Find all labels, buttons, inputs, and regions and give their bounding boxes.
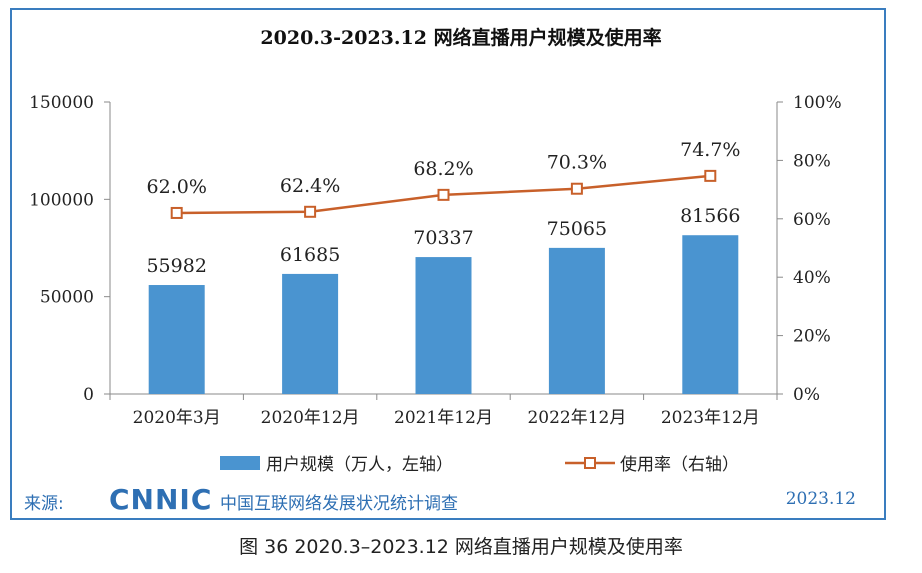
chart-legend: 用户规模（万人，左轴） 使用率（右轴） bbox=[220, 454, 739, 475]
right-tick-label: 0% bbox=[793, 385, 820, 405]
line-data-label: 68.2% bbox=[413, 158, 473, 180]
line-series: 62.0% 62.4% 68.2% 70.3% 74.7% bbox=[147, 139, 740, 219]
line-marker bbox=[570, 182, 583, 195]
left-tick-label: 100000 bbox=[29, 190, 94, 210]
line-marker bbox=[437, 188, 450, 201]
legend-bar-label: 用户规模（万人，左轴） bbox=[266, 455, 453, 475]
bar bbox=[548, 247, 605, 394]
legend-bar-swatch bbox=[220, 456, 260, 470]
source-org: 中国互联网络发展状况统计调查 bbox=[220, 494, 458, 514]
line-marker bbox=[304, 205, 317, 218]
bar-series: 55982 61685 70337 75065 81566 bbox=[146, 205, 741, 394]
x-tick-label: 2021年12月 bbox=[394, 408, 493, 428]
right-tick-label: 40% bbox=[793, 268, 831, 288]
x-tick-label: 2020年3月 bbox=[133, 408, 221, 428]
bar bbox=[148, 285, 205, 394]
cnnic-logo: CNNIC bbox=[109, 483, 213, 516]
bar-data-label: 75065 bbox=[547, 218, 607, 240]
line-data-label: 74.7% bbox=[680, 139, 740, 161]
left-tick-label: 50000 bbox=[40, 288, 94, 308]
chart-axes: 0 50000 100000 150000 0% 20% 40% 60% 80% 100% 2020… bbox=[29, 93, 842, 428]
line-marker bbox=[704, 169, 717, 182]
right-tick-label: 80% bbox=[793, 151, 831, 171]
bar-data-label: 55982 bbox=[146, 255, 206, 277]
source-label: 来源: bbox=[24, 494, 64, 514]
bar-data-label: 81566 bbox=[680, 205, 740, 227]
bar bbox=[415, 257, 472, 394]
bar bbox=[282, 273, 339, 394]
bar-data-label: 61685 bbox=[280, 244, 340, 266]
chart-title: 2020.3-2023.12 网络直播用户规模及使用率 bbox=[260, 27, 662, 49]
bar-data-label: 70337 bbox=[413, 227, 473, 249]
source-date: 2023.12 bbox=[785, 489, 856, 509]
bar bbox=[682, 235, 739, 394]
line-marker bbox=[170, 206, 183, 219]
figure-caption: 图 36 2020.3–2023.12 网络直播用户规模及使用率 bbox=[239, 536, 683, 558]
legend-line-marker bbox=[584, 457, 596, 469]
right-tick-label: 20% bbox=[793, 327, 831, 347]
left-tick-label: 150000 bbox=[29, 93, 94, 113]
legend-line-label: 使用率（右轴） bbox=[620, 454, 739, 475]
right-tick-label: 100% bbox=[793, 93, 842, 113]
right-tick-label: 60% bbox=[793, 210, 831, 230]
source-footer: 来源: CNNIC 中国互联网络发展状况统计调查 2023.12 bbox=[10, 480, 886, 520]
x-tick-label: 2020年12月 bbox=[261, 408, 360, 428]
x-tick-label: 2023年12月 bbox=[661, 408, 760, 428]
line-data-label: 62.0% bbox=[147, 176, 207, 198]
line-data-label: 62.4% bbox=[280, 175, 340, 197]
line-data-label: 70.3% bbox=[547, 152, 607, 174]
x-tick-label: 2022年12月 bbox=[527, 408, 626, 428]
left-tick-label: 0 bbox=[83, 385, 94, 405]
